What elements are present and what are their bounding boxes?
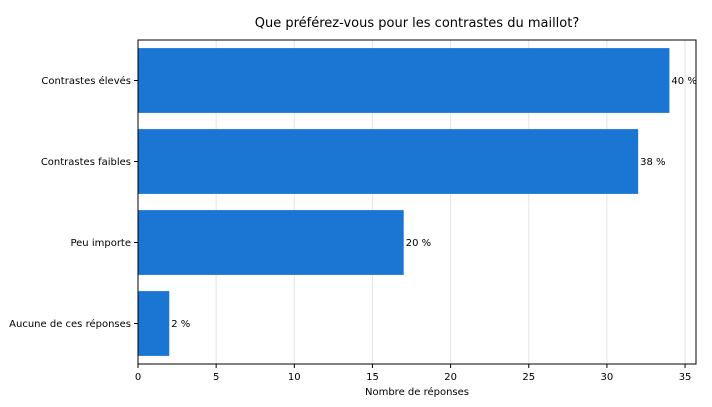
bars xyxy=(138,48,670,356)
plot-frame xyxy=(137,39,697,365)
x-tick-label: 15 xyxy=(366,372,379,383)
bar-data-label: 38 % xyxy=(640,157,665,168)
category-label: Aucune de ces réponses xyxy=(9,318,131,330)
x-axis-ticks: 0 5 10 15 20 25 30 35 xyxy=(135,364,692,383)
data-labels: 40 % 38 % 20 % 2 % xyxy=(171,76,697,330)
x-tick-label: 25 xyxy=(522,372,535,383)
x-tick-label: 35 xyxy=(679,372,692,383)
bar-data-label: 40 % xyxy=(671,76,696,87)
bar-data-label: 2 % xyxy=(171,319,190,330)
x-tick-label: 30 xyxy=(601,372,614,383)
category-label: Contrastes élevés xyxy=(41,75,131,87)
bar xyxy=(138,291,170,356)
bar xyxy=(138,48,670,113)
bar-data-label: 20 % xyxy=(406,238,431,249)
y-axis-categories: Contrastes élevés Contrastes faibles Peu i… xyxy=(9,75,138,330)
bar xyxy=(138,210,404,275)
category-label: Contrastes faibles xyxy=(41,157,131,168)
x-tick-label: 10 xyxy=(288,372,301,383)
x-axis-label: Nombre de réponses xyxy=(365,386,469,398)
chart-title: Que préférez-vous pour les contrastes du… xyxy=(255,16,580,31)
x-tick-label: 5 xyxy=(213,372,219,383)
category-label: Peu importe xyxy=(70,238,131,249)
x-tick-label: 0 xyxy=(135,372,141,383)
bar xyxy=(138,129,639,194)
x-tick-label: 20 xyxy=(444,372,457,383)
